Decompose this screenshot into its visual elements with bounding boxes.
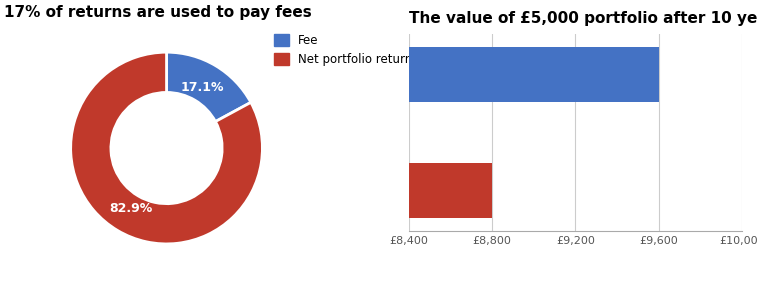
Bar [409,47,659,102]
Legend: 0.2% fee, 1.2% fee: 0.2% fee, 1.2% fee [489,281,662,282]
Text: 17.1%: 17.1% [181,81,224,94]
Bar [409,163,492,219]
Legend: Fee, Net portfolio return: Fee, Net portfolio return [275,34,413,66]
Wedge shape [70,52,263,244]
Text: The value of £5,000 portfolio after 10 years: The value of £5,000 portfolio after 10 y… [409,11,757,26]
Text: 82.9%: 82.9% [109,202,152,215]
Text: 17% of returns are used to pay fees: 17% of returns are used to pay fees [4,5,311,20]
Wedge shape [167,52,251,122]
